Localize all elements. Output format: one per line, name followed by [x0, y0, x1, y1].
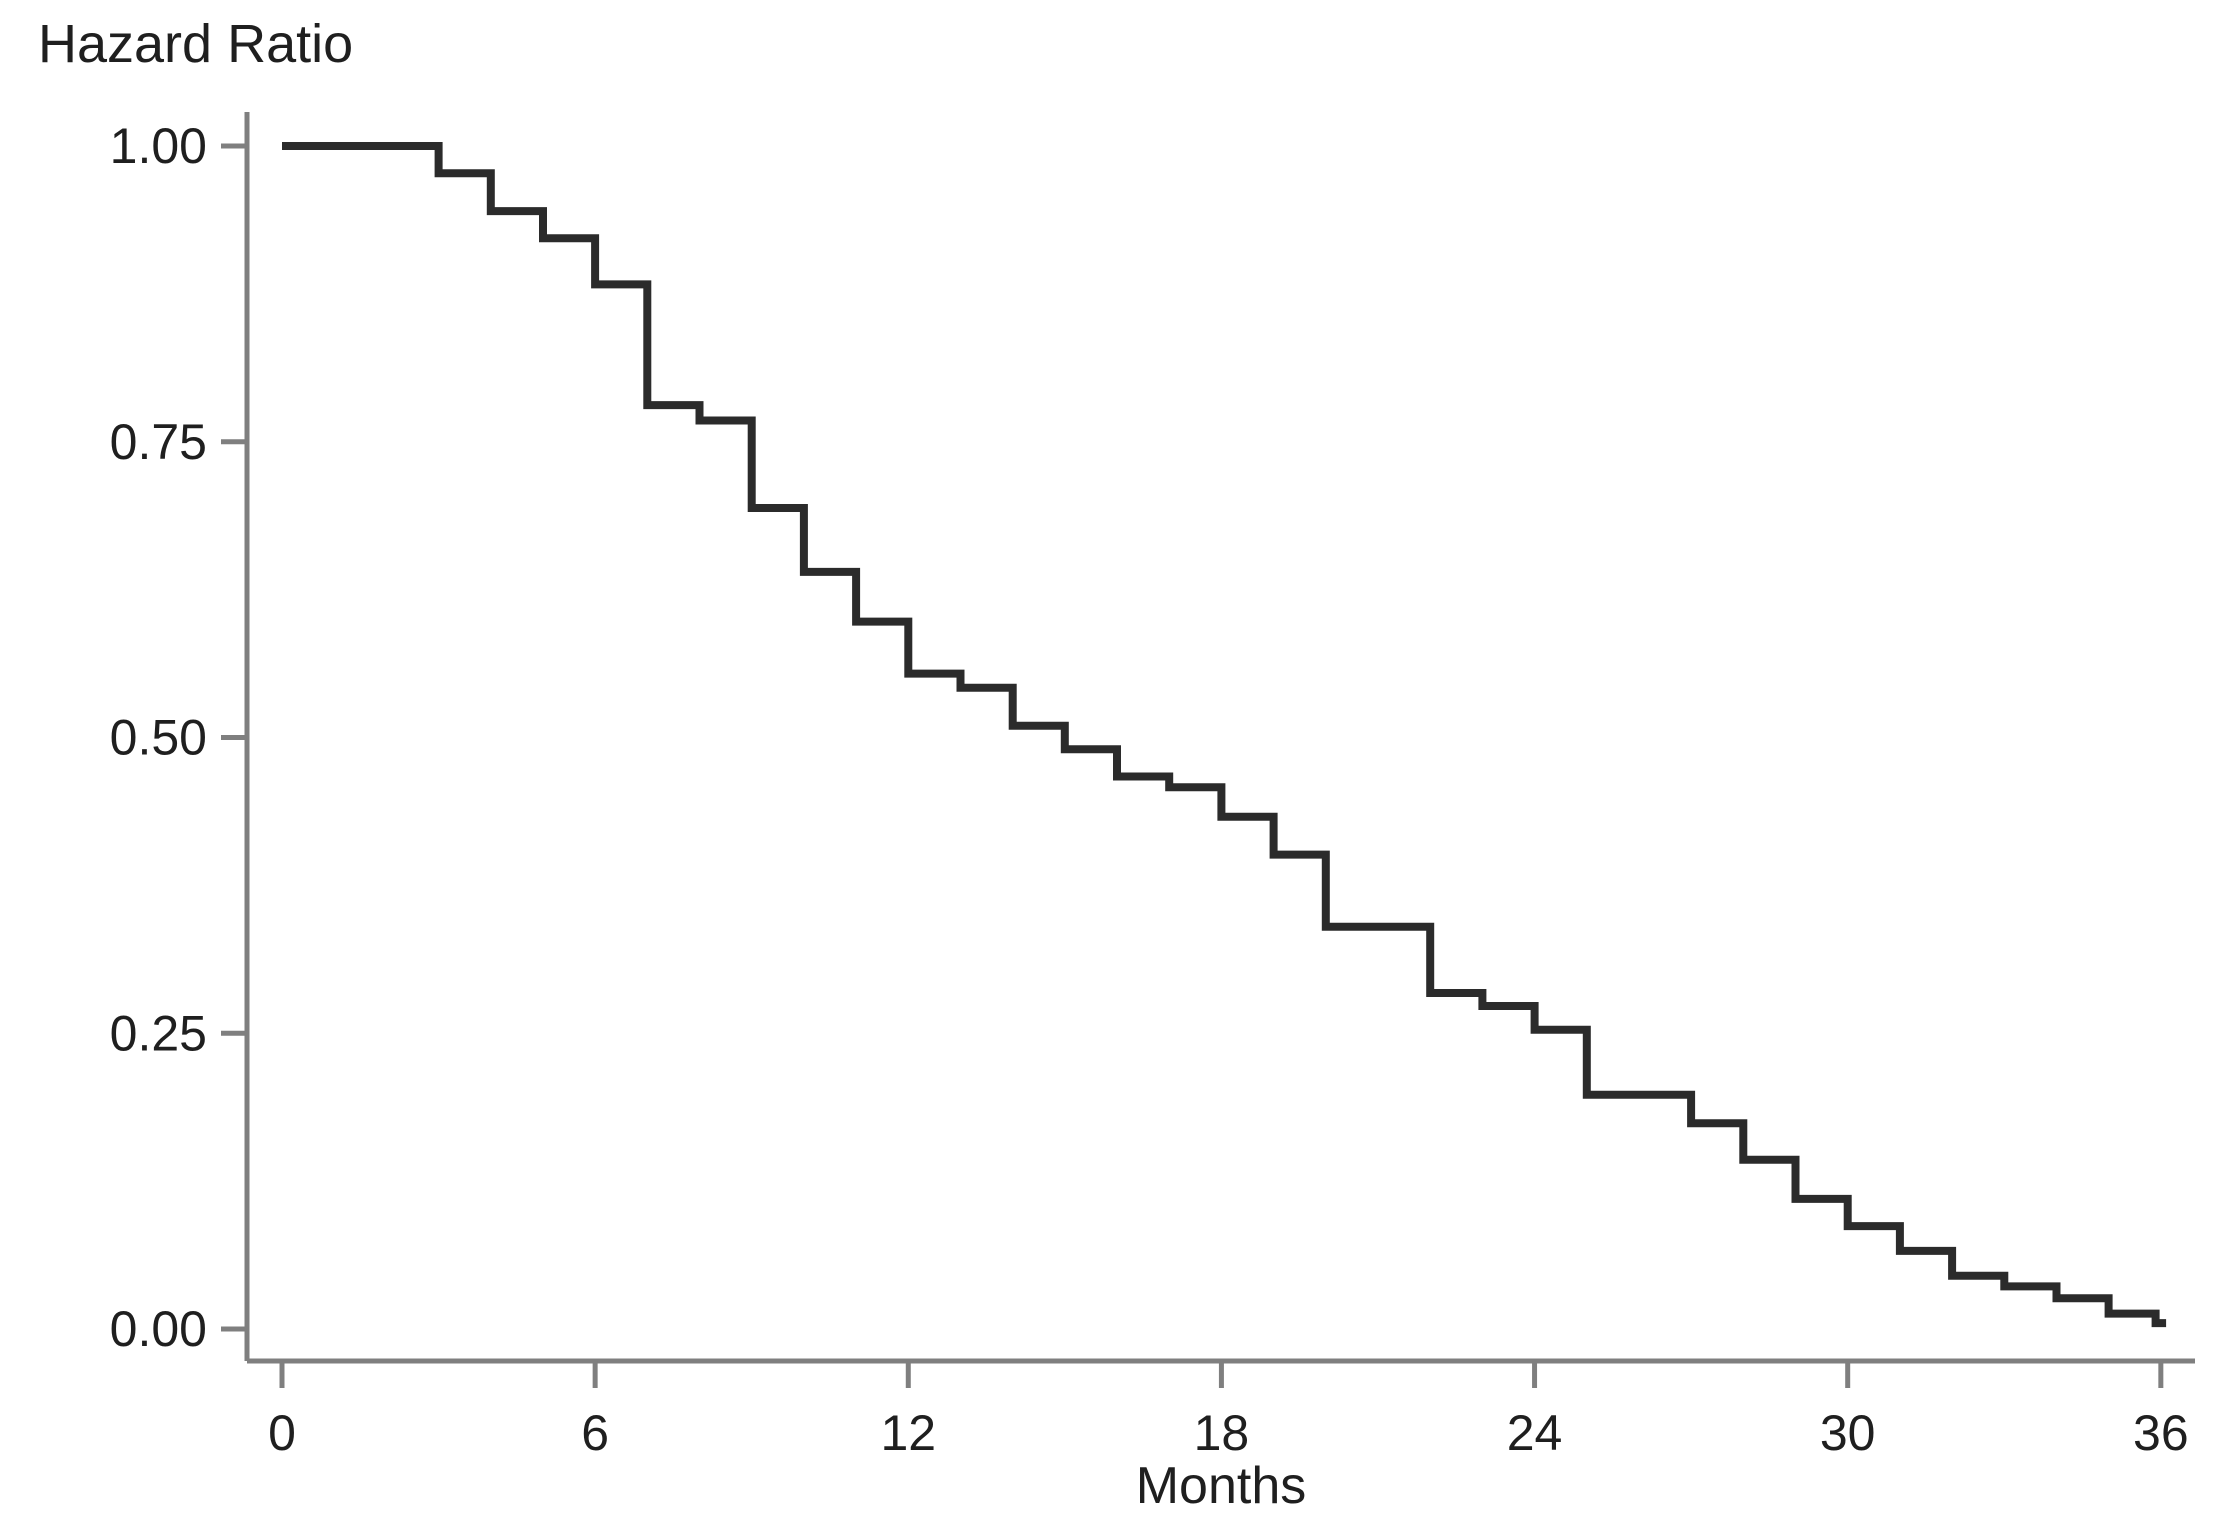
- axes: [244, 112, 2195, 1364]
- x-tick-label: 30: [1820, 1405, 1876, 1461]
- x-tick-label: 36: [2133, 1405, 2189, 1461]
- x-axis-label: Months: [1136, 1457, 1307, 1515]
- y-tick-label: 1.00: [110, 118, 207, 174]
- chart-title: Hazard Ratio: [38, 14, 353, 74]
- y-tick-label: 0.50: [110, 710, 207, 766]
- survival-step-curve: [282, 142, 2167, 1328]
- x-tick-label: 18: [1194, 1405, 1250, 1461]
- x-tick-label: 0: [268, 1405, 296, 1461]
- y-tick-label: 0.75: [110, 414, 207, 470]
- axis-ticks: 1.00 0.75 0.50 0.25 0.00 0 6 12 18 24 30 36: [110, 118, 2189, 1461]
- y-tick-label: 0.00: [110, 1301, 207, 1357]
- curve-layer: [282, 142, 2167, 1328]
- x-tick-label: 24: [1507, 1405, 1563, 1461]
- x-tick-label: 12: [880, 1405, 936, 1461]
- y-tick-label: 0.25: [110, 1005, 207, 1061]
- x-tick-label: 6: [581, 1405, 609, 1461]
